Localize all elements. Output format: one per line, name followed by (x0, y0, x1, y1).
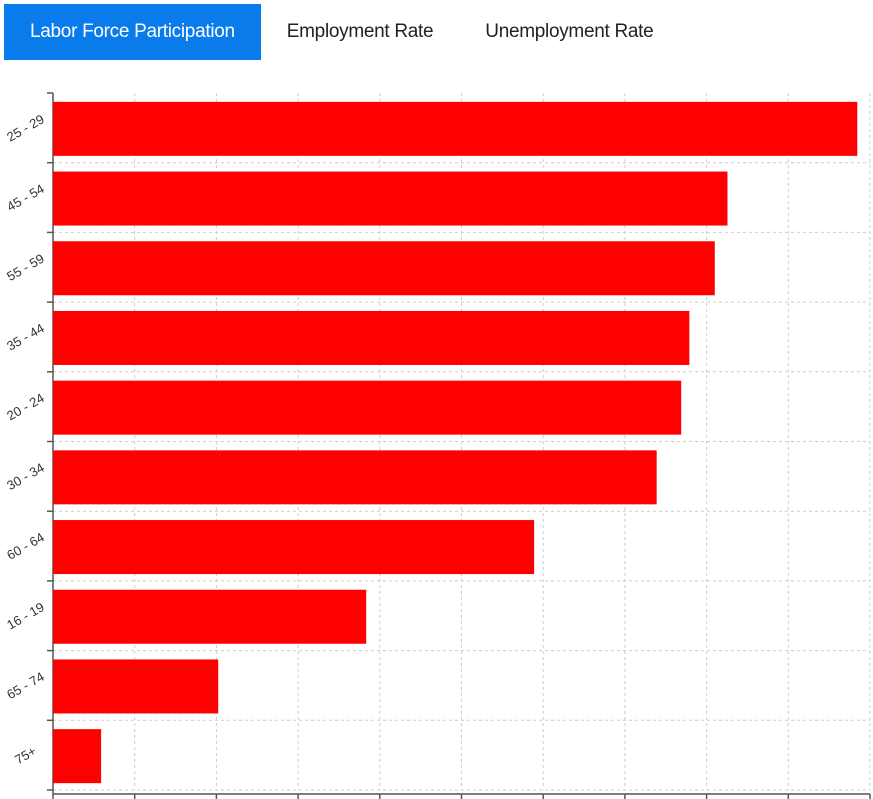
category-label: 45 - 54 (4, 181, 47, 214)
tab-labor-force-participation[interactable]: Labor Force Participation (4, 4, 261, 60)
bar-16-19 (53, 589, 367, 644)
bar-75plus (53, 729, 102, 784)
bar-60-64 (53, 520, 535, 575)
bar-25-29 (53, 101, 858, 156)
tab-employment-rate[interactable]: Employment Rate (286, 21, 434, 42)
tab-bar: Labor Force Participation Employment Rat… (4, 4, 679, 60)
bar-35-44 (53, 310, 690, 365)
category-label: 60 - 64 (4, 530, 47, 563)
bar-30-34 (53, 450, 657, 505)
bar-45-54 (53, 171, 728, 226)
tab-unemployment-rate[interactable]: Unemployment Rate (485, 21, 654, 42)
category-label: 16 - 19 (4, 599, 47, 632)
category-label: 20 - 24 (4, 390, 47, 423)
category-label: 65 - 74 (4, 669, 47, 702)
category-label: 30 - 34 (4, 460, 47, 493)
category-label: 35 - 44 (4, 320, 47, 353)
category-label: 75+ (12, 743, 39, 767)
bar-20-24 (53, 380, 682, 435)
bar-65-74 (53, 659, 219, 714)
category-label: 55 - 59 (4, 251, 47, 284)
category-label: 25 - 29 (4, 111, 47, 144)
bar-55-59 (53, 241, 715, 296)
